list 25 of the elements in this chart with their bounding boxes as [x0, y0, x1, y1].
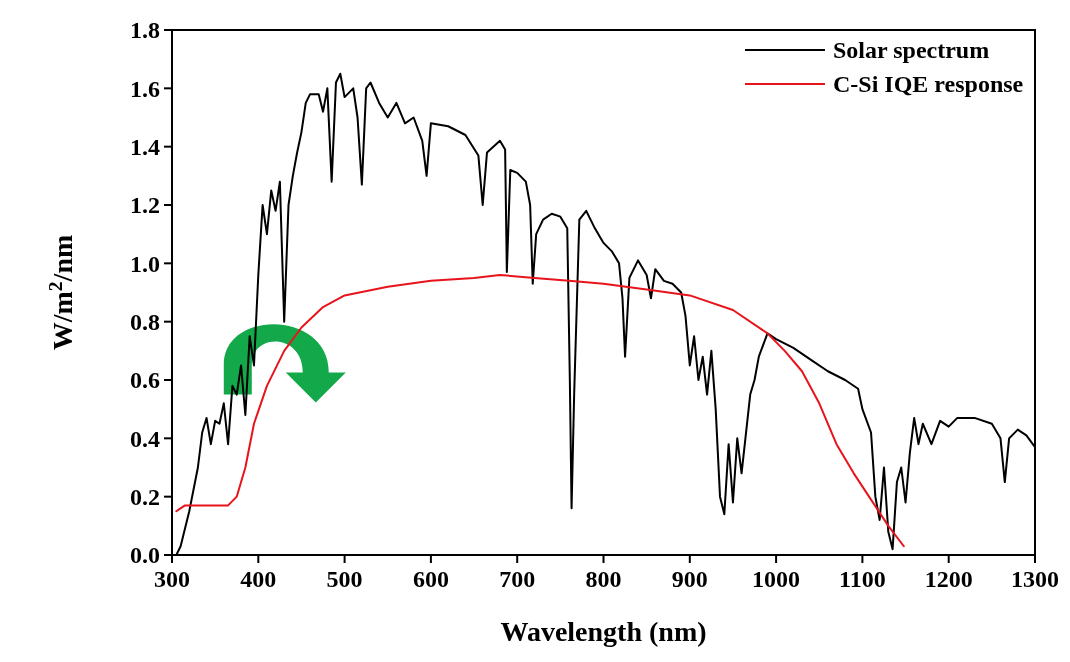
x-tick-label: 900 — [671, 566, 708, 592]
y-tick-label: 0.8 — [130, 309, 160, 336]
x-tick-label: 1000 — [752, 566, 801, 592]
x-tick-label: 1100 — [839, 566, 886, 592]
legend-label: Solar spectrum — [833, 37, 990, 64]
y-tick-label: 0.4 — [130, 425, 160, 452]
y-tick-label: 1.2 — [130, 192, 160, 219]
x-tick-label: 300 — [154, 566, 190, 592]
x-tick-label: 700 — [499, 566, 536, 592]
x-tick-label: 500 — [326, 566, 363, 592]
legend-label: C-Si IQE response — [833, 71, 1024, 98]
y-tick-label: 0.6 — [130, 367, 160, 394]
x-tick-label: 600 — [412, 566, 449, 592]
x-tick-label: 1200 — [924, 566, 973, 592]
y-tick-label: 0.2 — [130, 484, 160, 511]
x-tick-label: 1300 — [1011, 566, 1059, 592]
y-tick-label: 1.0 — [130, 250, 160, 277]
line-series — [175, 274, 905, 548]
y-tick-label: 1.8 — [130, 17, 160, 44]
y-tick-label: 1.6 — [130, 75, 160, 102]
y-tick-label: 0.0 — [130, 542, 160, 569]
x-tick-label: 800 — [585, 566, 622, 592]
y-tick-label: 1.4 — [130, 134, 160, 161]
x-tick-label: 400 — [240, 566, 277, 592]
x-axis-title: Wavelength (nm) — [500, 616, 707, 647]
